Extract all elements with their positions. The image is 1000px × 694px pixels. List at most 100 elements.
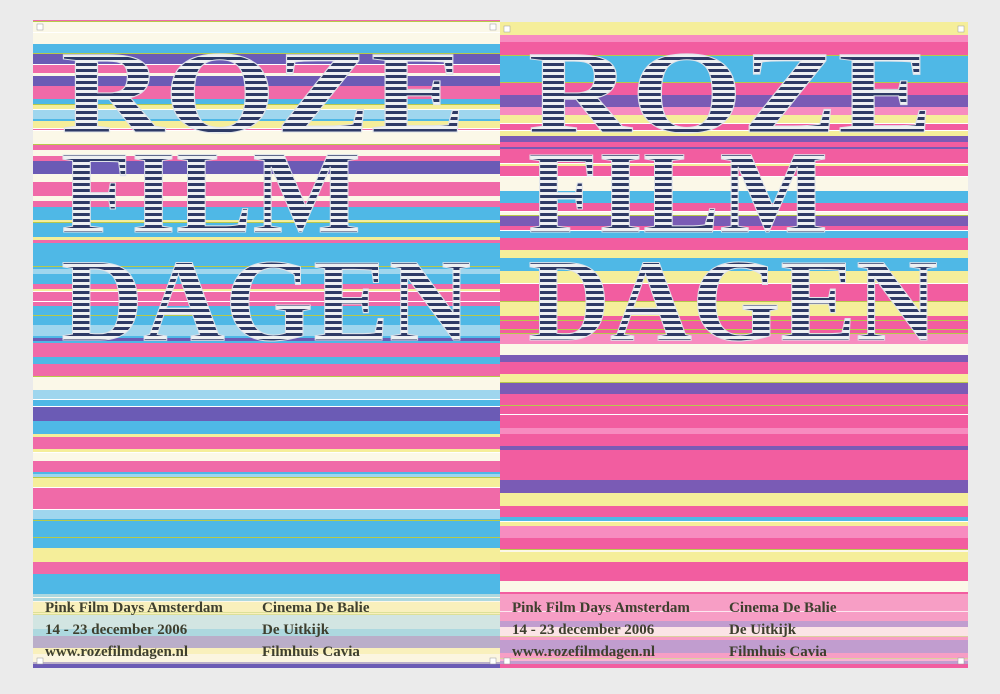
stripe xyxy=(33,377,500,390)
stripe xyxy=(500,115,968,124)
website: www.rozefilmdagen.nl xyxy=(45,644,188,660)
venue: Filmhuis Cavia xyxy=(729,644,827,660)
stripe xyxy=(500,136,968,142)
stripe xyxy=(500,581,968,592)
thin-line xyxy=(33,399,500,400)
stripe xyxy=(500,284,968,288)
stripe xyxy=(500,522,968,526)
stripe xyxy=(33,131,500,145)
pin-hole xyxy=(503,25,511,33)
stripe xyxy=(33,150,500,156)
venue: De Uitkijk xyxy=(729,622,797,638)
stripe xyxy=(500,124,968,131)
thin-line xyxy=(33,477,500,478)
stripe xyxy=(33,256,500,267)
stripe xyxy=(33,407,500,421)
thin-line xyxy=(500,320,968,321)
stripe xyxy=(500,83,968,95)
stripe xyxy=(33,240,500,243)
stripe xyxy=(500,69,968,83)
thin-line xyxy=(500,405,968,406)
stripe xyxy=(33,86,500,99)
thin-line xyxy=(33,53,500,54)
thin-line xyxy=(33,144,500,145)
stripe xyxy=(33,500,500,510)
stripe xyxy=(33,343,500,357)
thin-line xyxy=(33,21,500,22)
stripe xyxy=(33,488,500,500)
stripe xyxy=(500,191,968,203)
stripe xyxy=(500,321,968,330)
thin-line xyxy=(500,163,968,164)
stripe xyxy=(33,316,500,325)
stripe xyxy=(500,538,968,550)
website: www.rozefilmdagen.nl xyxy=(512,644,655,660)
stripe xyxy=(500,177,968,191)
stripe xyxy=(33,110,500,119)
event-dates: 14 - 23 december 2006 xyxy=(45,622,188,638)
stripe xyxy=(500,131,968,136)
stripe xyxy=(33,65,500,73)
info-band xyxy=(33,594,500,664)
thin-line xyxy=(33,520,500,521)
stripe xyxy=(500,288,968,302)
stripe xyxy=(500,166,968,177)
stripe xyxy=(500,271,968,284)
thin-line xyxy=(33,452,500,453)
stripe xyxy=(500,428,968,434)
pin-hole xyxy=(36,657,44,665)
stripe xyxy=(500,145,968,147)
stripe xyxy=(500,22,968,35)
stripe xyxy=(500,334,968,344)
stripe xyxy=(500,550,968,552)
stripe xyxy=(500,552,968,562)
stripe xyxy=(500,142,968,145)
venue: De Uitkijk xyxy=(262,622,330,638)
stripe xyxy=(500,258,968,271)
thin-line xyxy=(500,176,968,177)
thin-line xyxy=(500,211,968,212)
stripe xyxy=(33,284,500,289)
thin-line xyxy=(500,82,968,83)
thin-line xyxy=(33,406,500,407)
pin-hole xyxy=(957,657,965,665)
thin-line xyxy=(33,222,500,223)
stripe xyxy=(33,274,500,284)
stripe xyxy=(500,216,968,226)
stripe xyxy=(33,538,500,548)
stripe xyxy=(500,463,968,475)
thin-line xyxy=(33,487,500,488)
stripe xyxy=(33,22,500,33)
stripe xyxy=(33,336,500,338)
stripe xyxy=(500,403,968,406)
stripe xyxy=(33,267,500,269)
stripe xyxy=(500,475,968,480)
venue: Cinema De Balie xyxy=(729,600,837,616)
stripe xyxy=(500,302,968,316)
stripe xyxy=(33,341,500,343)
event-name: Pink Film Days Amsterdam xyxy=(45,600,223,616)
thin-line xyxy=(33,315,500,316)
stripe xyxy=(500,95,968,107)
stripe xyxy=(33,478,500,488)
event-name: Pink Film Days Amsterdam xyxy=(512,600,690,616)
stripe xyxy=(33,338,500,341)
stripe xyxy=(33,54,500,65)
stripe xyxy=(500,362,968,374)
stripe xyxy=(500,147,968,149)
pin-hole xyxy=(489,657,497,665)
stripe xyxy=(500,42,968,56)
stripe xyxy=(500,164,968,166)
stripe xyxy=(500,250,968,258)
stripe xyxy=(33,73,500,76)
stripe xyxy=(33,302,500,306)
stripe xyxy=(500,231,968,238)
stripe xyxy=(33,325,500,336)
stripe xyxy=(500,574,968,581)
stripe xyxy=(33,421,500,434)
stripe xyxy=(500,406,968,412)
stripe xyxy=(500,450,968,452)
thin-line xyxy=(33,109,500,110)
stripe xyxy=(500,149,968,153)
